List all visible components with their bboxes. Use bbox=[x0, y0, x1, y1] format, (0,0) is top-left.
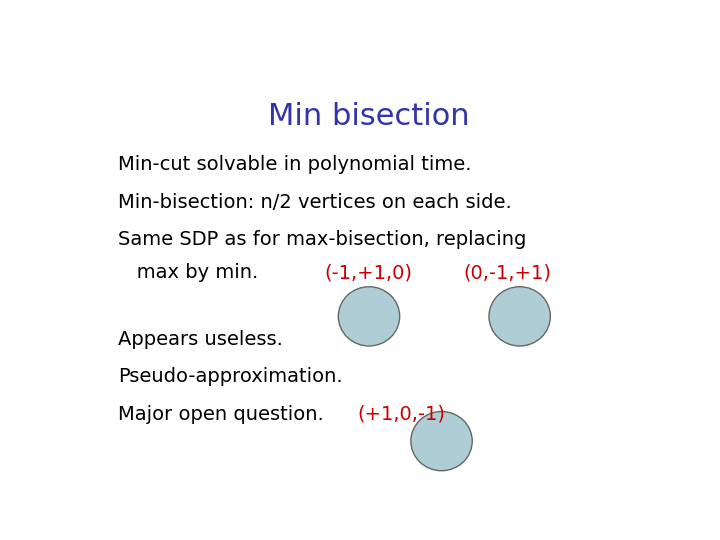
Text: (0,-1,+1): (0,-1,+1) bbox=[464, 263, 552, 282]
Text: Pseudo-approximation.: Pseudo-approximation. bbox=[118, 367, 343, 386]
Ellipse shape bbox=[338, 287, 400, 346]
Text: Min-bisection: n/2 vertices on each side.: Min-bisection: n/2 vertices on each side… bbox=[118, 193, 512, 212]
Text: Appears useless.: Appears useless. bbox=[118, 330, 283, 349]
Text: (-1,+1,0): (-1,+1,0) bbox=[324, 263, 413, 282]
Ellipse shape bbox=[489, 287, 550, 346]
Ellipse shape bbox=[411, 411, 472, 471]
Text: Min-cut solvable in polynomial time.: Min-cut solvable in polynomial time. bbox=[118, 155, 472, 174]
Text: Same SDP as for max-bisection, replacing: Same SDP as for max-bisection, replacing bbox=[118, 230, 526, 249]
Text: (+1,0,-1): (+1,0,-1) bbox=[358, 404, 446, 423]
Text: max by min.: max by min. bbox=[118, 263, 258, 282]
Text: Major open question.: Major open question. bbox=[118, 404, 324, 423]
Text: Min bisection: Min bisection bbox=[268, 102, 470, 131]
